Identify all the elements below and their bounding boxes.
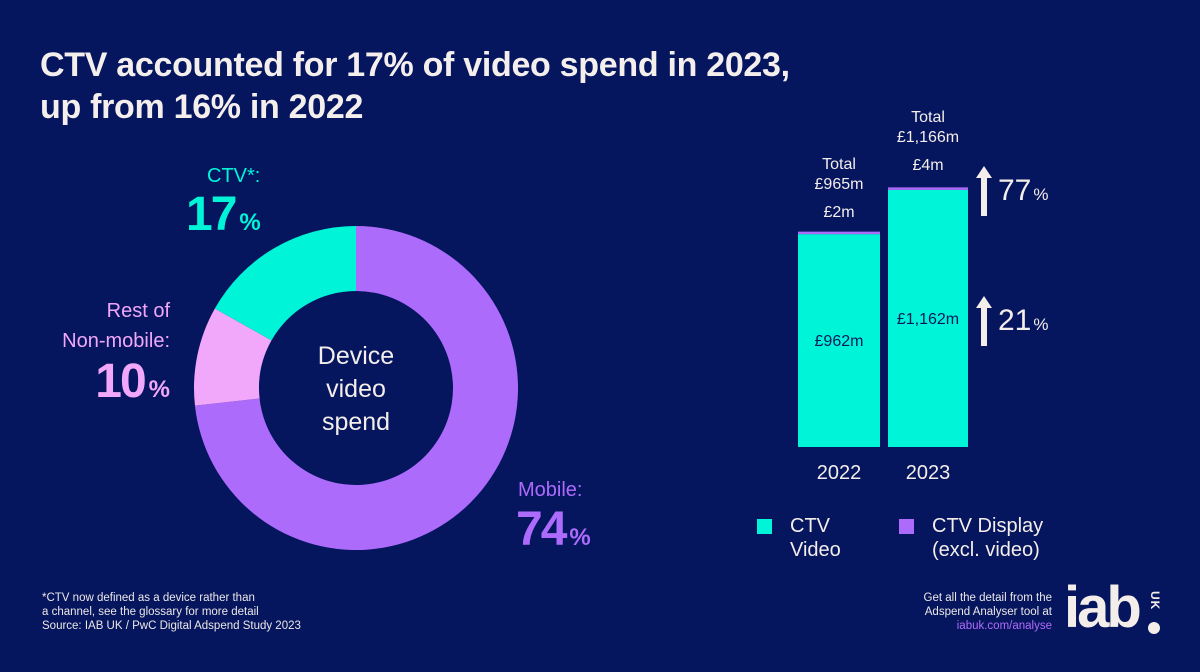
- growth-display-number: 77: [998, 174, 1032, 207]
- ctv-value: 17%: [186, 191, 261, 247]
- growth-video-number: 21: [998, 304, 1032, 337]
- ctv-value-number: 17: [186, 188, 237, 241]
- center-line-3: spend: [321, 408, 391, 436]
- total-2023-label: Total: [911, 109, 945, 126]
- legend-label-ctv-display: CTV Display (excl. video): [932, 514, 1043, 562]
- cta-line-1: Get all the detail from the: [923, 592, 1052, 604]
- rest-label: Rest of Non-mobile:: [20, 299, 170, 353]
- legend: CTV Video CTV Display (excl. video): [756, 514, 1076, 564]
- legend-swatch-ctv-video: [757, 519, 772, 534]
- mobile-value-number: 74: [516, 503, 567, 556]
- cta-text: Get all the detail from the Adspend Anal…: [860, 591, 1052, 633]
- total-2023-value: £1,166m: [896, 129, 960, 146]
- donut-slice-ctv: [214, 226, 356, 341]
- display-2022-value: £2m: [823, 204, 855, 221]
- bar-2023-ctv-display: [888, 187, 968, 190]
- legend-ctv-video-line-1: CTV: [790, 515, 830, 537]
- page-title: CTV accounted for 17% of video spend in …: [40, 44, 790, 128]
- growth-video-value: 21%: [998, 304, 1049, 338]
- footnote: *CTV now defined as a device rather than…: [42, 591, 301, 633]
- display-2023-value: £4m: [912, 157, 944, 174]
- x-tick-2022: 2022: [816, 462, 862, 484]
- rest-value-number: 10: [95, 355, 146, 408]
- video-2023-value: £1,162m: [896, 311, 960, 328]
- bar-2022-ctv-video: [798, 234, 880, 447]
- legend-ctv-display-line-1: CTV Display: [932, 515, 1044, 537]
- rest-value: 10%: [20, 358, 170, 414]
- bar-2022-ctv-display: [798, 231, 880, 235]
- growth-display-unit: %: [1033, 185, 1049, 204]
- legend-ctv-video-line-2: Video: [790, 539, 841, 561]
- footnote-line-1: *CTV now defined as a device rather than: [42, 592, 255, 604]
- mobile-value: 74%: [516, 506, 591, 562]
- footnote-line-2: a channel, see the glossary for more det…: [42, 606, 259, 618]
- donut-slice-mobile: [194, 226, 518, 550]
- up-arrow-icon: [976, 296, 992, 346]
- rest-label-line-1: Rest of: [106, 300, 170, 322]
- source-line: Source: IAB UK / PwC Digital Adspend Stu…: [42, 620, 301, 632]
- ctv-label: CTV*:: [207, 165, 261, 187]
- center-line-1: Device: [317, 342, 395, 370]
- donut-chart: [194, 226, 518, 550]
- x-tick-2023: 2023: [905, 462, 951, 484]
- legend-label-ctv-video: CTV Video: [790, 514, 841, 562]
- center-line-2: video: [326, 375, 386, 403]
- total-2022-value: £965m: [814, 176, 864, 193]
- video-2022-value: £962m: [814, 333, 864, 350]
- donut-slice-rest-of-non-mobile: [194, 308, 272, 406]
- title-line-1: CTV accounted for 17% of video spend in …: [40, 46, 790, 84]
- growth-display-value: 77%: [998, 174, 1049, 208]
- logo-sub: UK: [1148, 591, 1162, 611]
- donut-center-label: Device video spend: [296, 340, 416, 439]
- growth-video-unit: %: [1033, 315, 1049, 334]
- logo-dot: [1148, 622, 1160, 634]
- rest-label-line-2: Non-mobile:: [62, 330, 170, 352]
- rest-value-unit: %: [148, 376, 170, 403]
- total-2023: Total £1,166m £4m: [878, 108, 978, 176]
- growth-display: 77%: [976, 166, 1049, 216]
- total-2022-label: Total: [822, 156, 856, 173]
- logo-text: iab: [1064, 575, 1142, 640]
- iab-uk-logo: iab UK: [1064, 577, 1174, 639]
- growth-video: 21%: [976, 296, 1049, 346]
- up-arrow-icon: [976, 166, 992, 216]
- analyser-link[interactable]: iabuk.com/analyse: [956, 620, 1052, 632]
- title-line-2: up from 16% in 2022: [40, 88, 364, 126]
- bar-2023-ctv-video: [888, 189, 968, 447]
- legend-ctv-display-line-2: (excl. video): [932, 539, 1040, 561]
- ctv-value-unit: %: [239, 209, 261, 236]
- cta-line-2: Adspend Analyser tool at: [924, 606, 1052, 618]
- mobile-value-unit: %: [569, 524, 591, 551]
- mobile-label: Mobile:: [518, 479, 583, 501]
- total-2022: Total £965m £2m: [789, 155, 889, 223]
- legend-swatch-ctv-display: [899, 519, 914, 534]
